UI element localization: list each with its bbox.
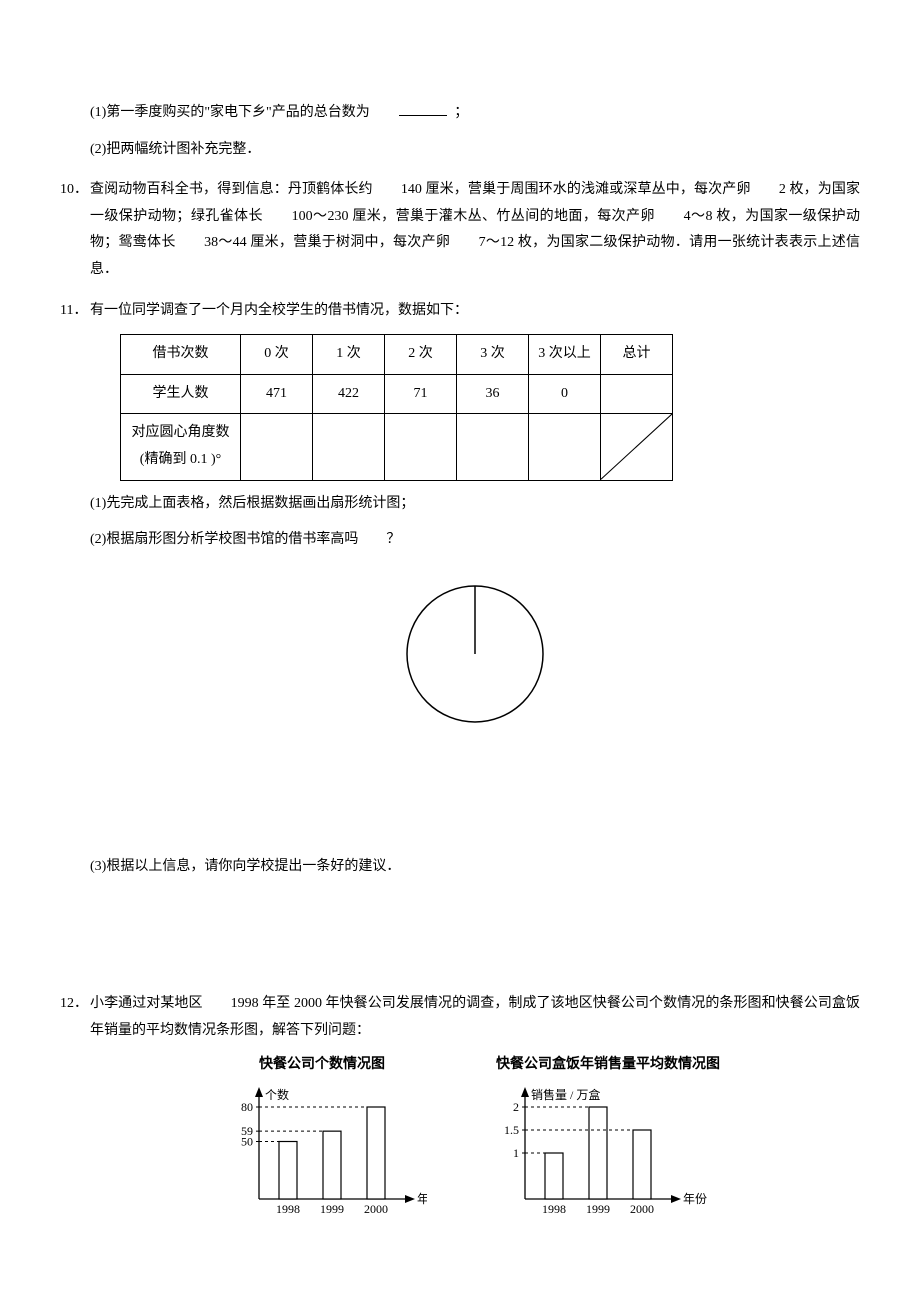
question-12-text: 小李通过对某地区 1998 年至 2000 年快餐公司发展情况的调查，制成了该地… (90, 991, 860, 1044)
q11-table: 借书次数 0 次 1 次 2 次 3 次 3 次以上 总计 学生人数 471 4… (120, 334, 673, 480)
table-cell: 2 次 (385, 335, 457, 375)
svg-text:年份: 年份 (683, 1192, 707, 1206)
svg-text:1.5: 1.5 (504, 1123, 519, 1137)
fill-blank (399, 102, 447, 116)
table-cell: 借书次数 (121, 335, 241, 375)
sub-q1-1-tail: ； (454, 105, 468, 120)
table-cell: 1 次 (313, 335, 385, 375)
sub-q1-1-text: (1)第一季度购买的"家电下乡"产品的总台数为 (90, 105, 370, 120)
question-12-body: 小李通过对某地区 1998 年至 2000 年快餐公司发展情况的调查，制成了该地… (90, 991, 860, 1231)
question-number: 10． (60, 177, 90, 283)
table-cell: 471 (241, 374, 313, 414)
question-11-body: 有一位同学调查了一个月内全校学生的借书情况，数据如下： 借书次数 0 次 1 次… (90, 298, 860, 881)
table-row: 借书次数 0 次 1 次 2 次 3 次 3 次以上 总计 (121, 335, 673, 375)
table-cell: 学生人数 (121, 374, 241, 414)
table-cell: 3 次以上 (529, 335, 601, 375)
svg-text:1998: 1998 (542, 1202, 566, 1216)
table-cell: 71 (385, 374, 457, 414)
q11-sub2: (2)根据扇形图分析学校图书馆的借书率高吗 ？ (90, 527, 860, 554)
table-cell: 对应圆心角度数 (精确到 0.1 )° (121, 414, 241, 480)
svg-text:年份: 年份 (417, 1192, 427, 1206)
svg-text:2: 2 (513, 1100, 519, 1114)
svg-text:2000: 2000 (364, 1202, 388, 1216)
svg-text:2000: 2000 (630, 1202, 654, 1216)
question-10: 10． 查阅动物百科全书，得到信息：丹顶鹤体长约 140 厘米，营巢于周围环水的… (60, 177, 860, 283)
table-cell: 36 (457, 374, 529, 414)
row3-label-a: 对应圆心角度数 (125, 420, 236, 447)
svg-text:销售量 / 万盒: 销售量 / 万盒 (531, 1087, 600, 1102)
table-cell: 0 次 (241, 335, 313, 375)
bar-chart-1: 个数年份505980199819992000 (217, 1081, 427, 1221)
table-cell: 0 (529, 374, 601, 414)
svg-text:个数: 个数 (265, 1087, 289, 1102)
svg-text:1998: 1998 (276, 1202, 300, 1216)
q11-sub3: (3)根据以上信息，请你向学校提出一条好的建议． (90, 854, 860, 881)
svg-text:80: 80 (241, 1100, 253, 1114)
table-cell: 3 次 (457, 335, 529, 375)
question-12: 12． 小李通过对某地区 1998 年至 2000 年快餐公司发展情况的调查，制… (60, 991, 860, 1231)
svg-text:1: 1 (513, 1146, 519, 1160)
q11-sub1: (1)先完成上面表格，然后根据数据画出扇形统计图； (90, 491, 860, 518)
svg-text:1999: 1999 (586, 1202, 610, 1216)
svg-text:1999: 1999 (320, 1202, 344, 1216)
table-cell (241, 414, 313, 480)
sub-q1-1: (1)第一季度购买的"家电下乡"产品的总台数为 ； (90, 100, 860, 127)
table-cell (313, 414, 385, 480)
table-cell: 422 (313, 374, 385, 414)
pie-chart-icon (395, 574, 555, 734)
table-cell (457, 414, 529, 480)
chart1-col: 快餐公司个数情况图 个数年份505980199819992000 (217, 1052, 427, 1231)
preceding-subquestions: (1)第一季度购买的"家电下乡"产品的总台数为 ； (2)把两幅统计图补充完整． (60, 100, 860, 163)
question-number: 12． (60, 991, 90, 1231)
svg-text:59: 59 (241, 1124, 253, 1138)
sub-q1-2: (2)把两幅统计图补充完整． (90, 137, 860, 164)
chart1-title: 快餐公司个数情况图 (217, 1052, 427, 1079)
bar-chart-2: 销售量 / 万盒年份 1 1.5 2 1998 1999 2000 (483, 1081, 733, 1221)
question-11: 11． 有一位同学调查了一个月内全校学生的借书情况，数据如下： 借书次数 0 次… (60, 298, 860, 881)
chart2-title: 快餐公司盒饭年销售量平均数情况图 (483, 1052, 733, 1079)
charts-row: 快餐公司个数情况图 个数年份505980199819992000 快餐公司盒饭年… (90, 1052, 860, 1231)
table-cell (601, 374, 673, 414)
question-number: 11． (60, 298, 90, 881)
table-row: 对应圆心角度数 (精确到 0.1 )° (121, 414, 673, 480)
question-10-text: 查阅动物百科全书，得到信息：丹顶鹤体长约 140 厘米，营巢于周围环水的浅滩或深… (90, 177, 860, 283)
table-row: 学生人数 471 422 71 36 0 (121, 374, 673, 414)
table-cell: 总计 (601, 335, 673, 375)
table-cell (529, 414, 601, 480)
question-11-intro: 有一位同学调查了一个月内全校学生的借书情况，数据如下： (90, 298, 860, 325)
chart2-col: 快餐公司盒饭年销售量平均数情况图 销售量 / 万盒年份 1 1.5 2 1998 1999… (483, 1052, 733, 1231)
table-cell-slashed (601, 414, 673, 480)
q11-table-wrap: 借书次数 0 次 1 次 2 次 3 次 3 次以上 总计 学生人数 471 4… (120, 334, 860, 480)
slash-icon (601, 414, 672, 479)
table-cell (385, 414, 457, 480)
row3-label-b: (精确到 0.1 )° (125, 447, 236, 474)
pie-placeholder (90, 574, 860, 745)
